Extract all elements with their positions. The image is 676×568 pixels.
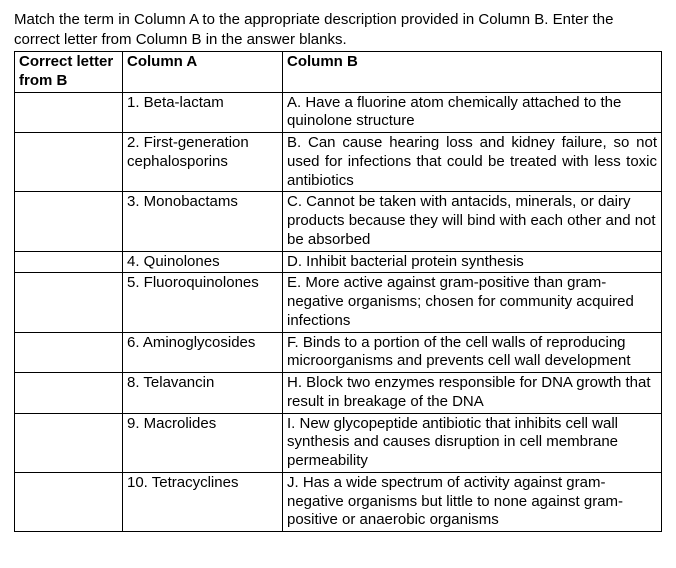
answer-cell[interactable] [15, 472, 123, 531]
answer-cell[interactable] [15, 92, 123, 133]
column-a-cell: 8. Telavancin [123, 373, 283, 414]
answer-cell[interactable] [15, 192, 123, 251]
table-row: 8. TelavancinH. Block two enzymes respon… [15, 373, 662, 414]
header-col-a: Column A [123, 52, 283, 93]
table-row: 10. TetracyclinesJ. Has a wide spectrum … [15, 472, 662, 531]
table-row: 3. MonobactamsC. Cannot be taken with an… [15, 192, 662, 251]
header-answer: Correct letter from B [15, 52, 123, 93]
answer-cell[interactable] [15, 332, 123, 373]
header-col-b: Column B [283, 52, 662, 93]
column-a-cell: 10. Tetracyclines [123, 472, 283, 531]
column-b-cell: E. More active against gram-positive tha… [283, 273, 662, 332]
column-b-cell: F. Binds to a portion of the cell walls … [283, 332, 662, 373]
column-a-cell: 5. Fluoroquinolones [123, 273, 283, 332]
column-a-cell: 1. Beta-lactam [123, 92, 283, 133]
table-body: Correct letter from B Column A Column B … [15, 52, 662, 532]
answer-cell[interactable] [15, 413, 123, 472]
instructions-text: Match the term in Column A to the approp… [14, 10, 662, 49]
table-row: 2. First-generation cephalosporinsB. Can… [15, 133, 662, 192]
table-row: 1. Beta-lactamA. Have a fluorine atom ch… [15, 92, 662, 133]
column-a-cell: 4. Quinolones [123, 251, 283, 273]
answer-cell[interactable] [15, 273, 123, 332]
column-a-cell: 9. Macrolides [123, 413, 283, 472]
column-b-cell: C. Cannot be taken with antacids, minera… [283, 192, 662, 251]
column-b-cell: D. Inhibit bacterial protein synthesis [283, 251, 662, 273]
table-row: 5. FluoroquinolonesE. More active agains… [15, 273, 662, 332]
column-b-cell: I. New glycopeptide antibiotic that inhi… [283, 413, 662, 472]
table-row: 9. MacrolidesI. New glycopeptide antibio… [15, 413, 662, 472]
column-a-cell: 2. First-generation cephalosporins [123, 133, 283, 192]
answer-cell[interactable] [15, 251, 123, 273]
answer-cell[interactable] [15, 133, 123, 192]
table-row: 4. QuinolonesD. Inhibit bacterial protei… [15, 251, 662, 273]
table-row: 6. AminoglycosidesF. Binds to a portion … [15, 332, 662, 373]
column-b-cell: J. Has a wide spectrum of activity again… [283, 472, 662, 531]
answer-cell[interactable] [15, 373, 123, 414]
column-a-cell: 6. Aminoglycosides [123, 332, 283, 373]
column-a-cell: 3. Monobactams [123, 192, 283, 251]
column-b-cell: B. Can cause hearing loss and kidney fai… [283, 133, 662, 192]
column-b-cell: H. Block two enzymes responsible for DNA… [283, 373, 662, 414]
column-b-cell: A. Have a fluorine atom chemically attac… [283, 92, 662, 133]
matching-table: Correct letter from B Column A Column B … [14, 51, 662, 532]
header-row: Correct letter from B Column A Column B [15, 52, 662, 93]
